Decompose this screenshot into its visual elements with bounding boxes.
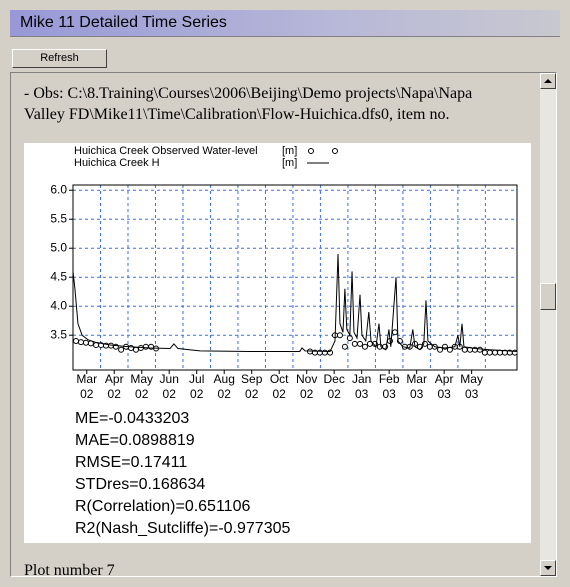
observed-point: [476, 346, 483, 353]
stat-line: ME=-0.0433203: [75, 410, 189, 427]
stat-line: STDres=0.168634: [75, 476, 205, 493]
y-tick-label: 4.5: [50, 269, 67, 283]
x-tick-label: Jun 02: [160, 372, 179, 401]
plot-number: Plot number 7: [24, 562, 115, 577]
x-tick-label: May 02: [130, 372, 153, 401]
y-tick-label: 3.5: [50, 327, 67, 341]
legend-marker: [308, 148, 314, 154]
legend-unit: [m]: [282, 145, 297, 157]
x-tick-label: May 03: [460, 372, 483, 401]
observed-point: [486, 349, 493, 356]
y-tick-label: 6.0: [50, 182, 67, 196]
observed-point: [391, 329, 398, 336]
y-tick-label: 5.0: [50, 240, 67, 254]
plot-frame: [72, 184, 518, 371]
arrow-icon: [544, 566, 552, 570]
observed-point: [492, 349, 499, 356]
observed-point: [132, 346, 139, 353]
legend-label: Huichica Creek H: [74, 157, 160, 169]
scroll-down[interactable]: [540, 560, 556, 576]
x-tick-label: Jul 02: [189, 372, 204, 401]
scroll-up[interactable]: [540, 73, 556, 89]
observed-point: [426, 343, 433, 350]
scrollbar[interactable]: [540, 73, 556, 576]
stat-line: RMSE=0.17411: [75, 454, 187, 471]
scroll-thumb[interactable]: [540, 283, 556, 310]
observed-point: [93, 342, 100, 349]
observed-point: [142, 343, 149, 350]
x-tick-label: Aug 02: [214, 372, 235, 401]
refresh-button[interactable]: Refresh: [12, 49, 107, 68]
stat-line: MAE=0.0898819: [75, 432, 195, 449]
observed-point: [77, 339, 84, 346]
window-title: Mike 11 Detailed Time Series: [20, 14, 227, 31]
observed-point: [351, 340, 358, 347]
observed-point: [361, 343, 368, 350]
chart: Huichica Creek Observed Water-level [m] Hu…: [50, 145, 518, 537]
x-tick-label: Nov 02: [296, 372, 317, 401]
x-tick-label: Apr 02: [105, 372, 124, 401]
observed-point: [441, 343, 448, 350]
y-tick-label: 5.5: [50, 211, 67, 225]
title-bar: Mike 11 Detailed Time Series: [10, 10, 560, 37]
x-tick-label: Jan 03: [352, 372, 371, 401]
x-tick-label: Oct 02: [270, 372, 289, 401]
obs-path-line: - Obs: C:\8.Training\Courses\2006\Beijin…: [24, 85, 473, 102]
x-tick-label: Mar 03: [406, 372, 427, 401]
x-tick-label: Mar 02: [76, 372, 97, 401]
y-tick-label: 4.0: [50, 298, 67, 312]
scroll-panel: - Obs: C:\8.Training\Courses\2006\Beijin…: [10, 72, 557, 577]
chart-area: Huichica Creek Observed Water-level [m] Hu…: [24, 143, 531, 543]
observed-point: [346, 335, 353, 342]
arrow-icon: [544, 79, 552, 83]
obs-path-line: Valley FD\Mike11\Time\Calibration\Flow-H…: [24, 106, 450, 123]
legend-label: Huichica Creek Observed Water-level: [74, 145, 258, 157]
plot-content: [73, 253, 517, 356]
x-tick-label: Sep 02: [241, 372, 263, 401]
x-tick-label: Dec 02: [324, 372, 345, 401]
observed-point: [341, 343, 348, 350]
stat-line: R(Correlation)=0.651106: [75, 498, 250, 515]
observed-point: [148, 343, 155, 350]
observed-point: [82, 339, 89, 346]
legend-unit: [m]: [282, 157, 297, 169]
observed-point: [118, 346, 125, 353]
observed-point: [481, 349, 488, 356]
observed-point: [461, 346, 468, 353]
x-tick-label: Apr 03: [435, 372, 454, 401]
legend-marker: [332, 148, 338, 154]
series-line: [73, 253, 517, 352]
stat-line: R2(Nash_Sutcliffe)=-0.977305: [75, 520, 290, 537]
observed-point: [357, 340, 364, 347]
observed-point: [336, 332, 343, 339]
observed-point: [73, 338, 80, 345]
observed-point: [128, 344, 135, 351]
x-tick-label: Feb 03: [379, 372, 400, 401]
